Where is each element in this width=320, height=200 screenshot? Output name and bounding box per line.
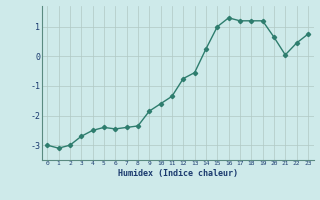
X-axis label: Humidex (Indice chaleur): Humidex (Indice chaleur) [118,169,237,178]
